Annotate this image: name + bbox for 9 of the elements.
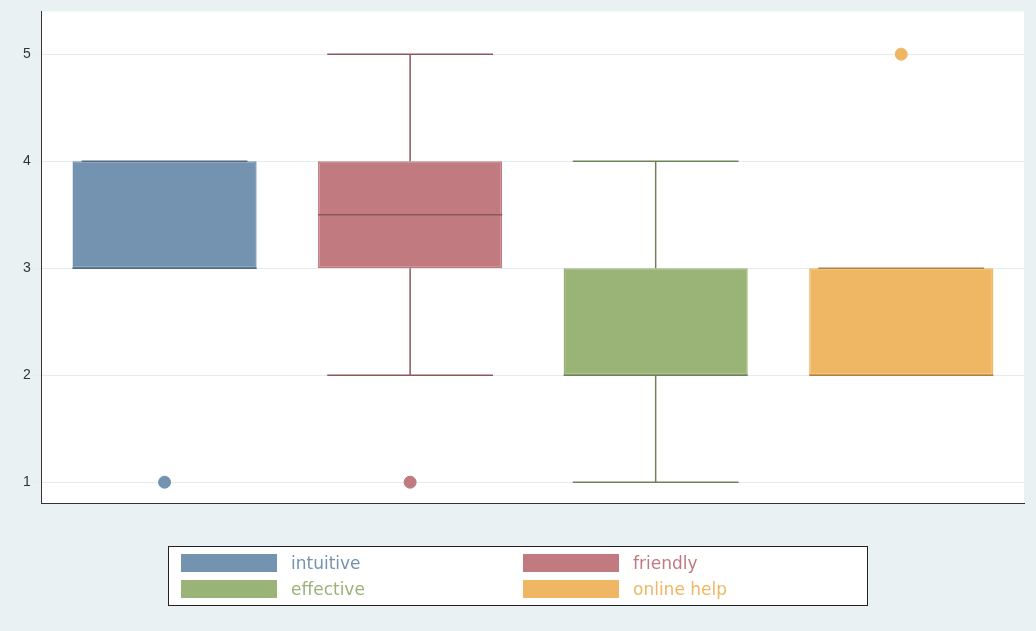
y-tick-label: 4 [22,152,31,169]
text: effective [291,579,365,599]
y-tick-label: 2 [22,366,31,383]
text: intuitive [291,553,361,573]
text: online help [633,579,728,599]
y-tick-label: 3 [22,259,31,276]
y-tick-label: 5 [22,45,31,62]
text: friendly [633,553,698,573]
y-tick-label: 1 [22,473,31,490]
